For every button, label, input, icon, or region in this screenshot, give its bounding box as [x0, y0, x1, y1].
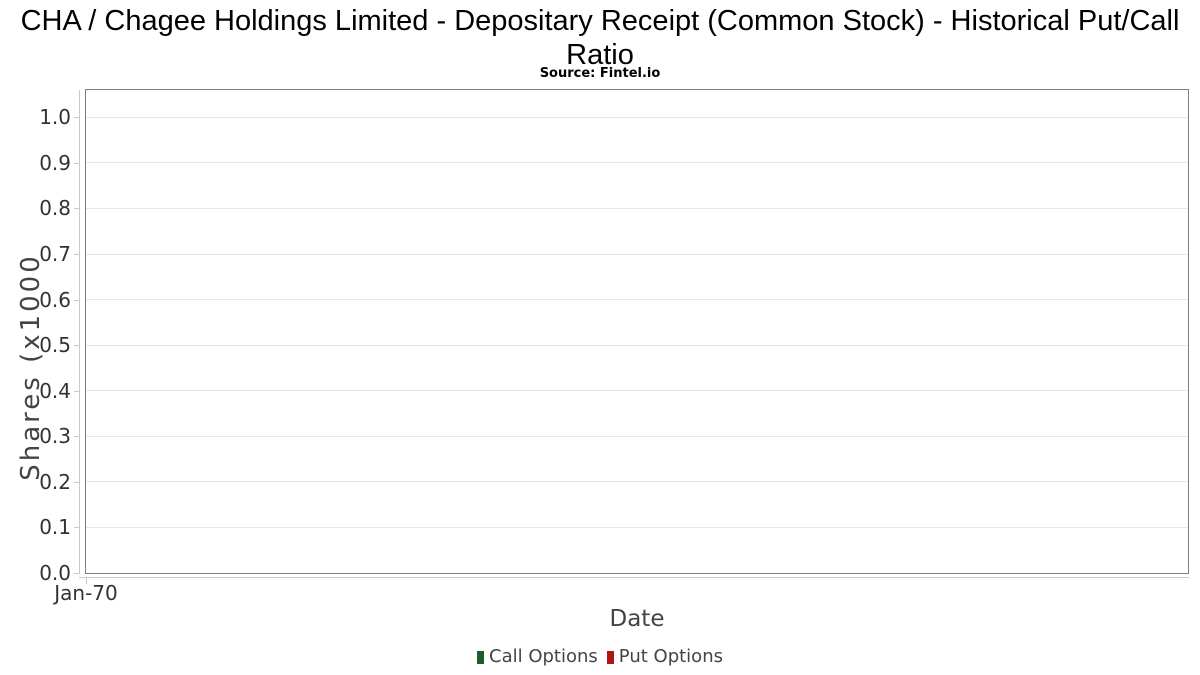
gridline — [86, 435, 1188, 437]
x-tick-label: Jan-70 — [54, 581, 118, 605]
legend-label: Call Options — [489, 646, 598, 667]
chart-source-subtitle: Source: Fintel.io — [539, 66, 661, 81]
y-tick-mark — [74, 254, 79, 256]
y-tick-label: 0.7 — [39, 242, 71, 267]
legend-marker-put-options — [606, 650, 614, 664]
y-tick-mark — [74, 345, 79, 347]
y-tick-label: 0.2 — [39, 469, 71, 494]
y-tick-mark — [74, 162, 79, 164]
x-tick-mark — [86, 578, 87, 584]
y-axis-line — [79, 90, 80, 574]
legend: Call Options Put Options — [0, 646, 1200, 668]
y-tick-label: 0.0 — [39, 561, 71, 585]
legend-marker-call-options — [477, 650, 485, 664]
plot-area[interactable] — [85, 89, 1189, 574]
y-tick-mark — [74, 481, 79, 483]
y-tick-mark — [74, 390, 79, 392]
legend-label: Put Options — [618, 646, 723, 667]
legend-item-call-options[interactable]: Call Options — [477, 646, 598, 668]
gridline — [86, 116, 1188, 118]
gridline — [86, 207, 1188, 209]
gridline — [86, 481, 1188, 483]
y-tick-label: 0.1 — [39, 515, 71, 540]
gridline — [86, 299, 1188, 301]
y-tick-label: 0.5 — [39, 333, 71, 358]
y-tick-label: 0.9 — [39, 150, 71, 175]
legend-item-put-options[interactable]: Put Options — [606, 646, 723, 668]
x-axis-line — [79, 577, 1189, 578]
y-tick-mark — [74, 573, 79, 574]
y-tick-mark — [74, 527, 79, 529]
y-tick-label: 0.6 — [39, 287, 71, 312]
chart-title: CHA / Chagee Holdings Limited - Deposita… — [20, 5, 1180, 71]
gridline — [86, 253, 1188, 255]
y-tick-mark — [74, 299, 79, 301]
y-tick-mark — [74, 208, 79, 210]
gridline — [86, 390, 1188, 392]
y-axis-title: Shares (x1000 — [16, 253, 46, 481]
y-tick-label: 1.0 — [39, 105, 71, 130]
gridline — [86, 526, 1188, 528]
y-tick-label: 0.4 — [39, 378, 71, 403]
y-tick-mark — [74, 117, 79, 119]
gridline — [86, 162, 1188, 164]
y-tick-label: 0.8 — [39, 196, 71, 221]
gridline — [86, 344, 1188, 346]
x-axis-title: Date — [609, 606, 665, 632]
y-tick-mark — [74, 436, 79, 438]
y-tick-label: 0.3 — [39, 424, 71, 449]
